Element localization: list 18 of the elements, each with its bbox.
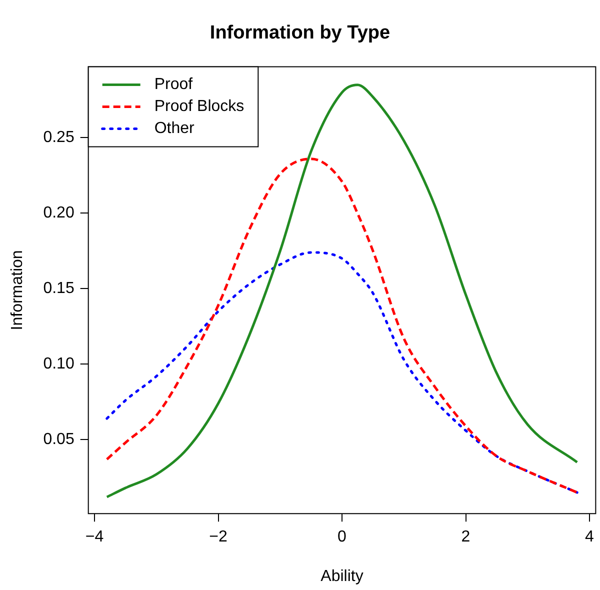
- x-tick-label: 0: [338, 528, 347, 546]
- y-tick-label: 0.05: [43, 431, 74, 448]
- y-tick-label: 0.20: [43, 204, 74, 222]
- y-tick-label: 0.15: [43, 280, 74, 298]
- line-series: [106, 158, 578, 494]
- x-axis-title: Ability: [320, 568, 364, 585]
- x-tick-label: −4: [85, 528, 104, 546]
- legend-label: Proof Blocks: [154, 98, 244, 116]
- y-tick-label: 0.10: [43, 356, 74, 373]
- chart-title: Information by Type: [210, 22, 390, 44]
- legend-label: Other: [154, 120, 196, 138]
- line-series: [106, 251, 578, 494]
- x-tick-label: 4: [585, 528, 594, 546]
- x-tick-label: 2: [461, 528, 470, 546]
- y-tick-label: 0.25: [43, 129, 74, 146]
- x-tick-label: −2: [209, 528, 228, 546]
- legend-label: Proof: [154, 76, 194, 94]
- y-axis-title: Information: [9, 250, 26, 330]
